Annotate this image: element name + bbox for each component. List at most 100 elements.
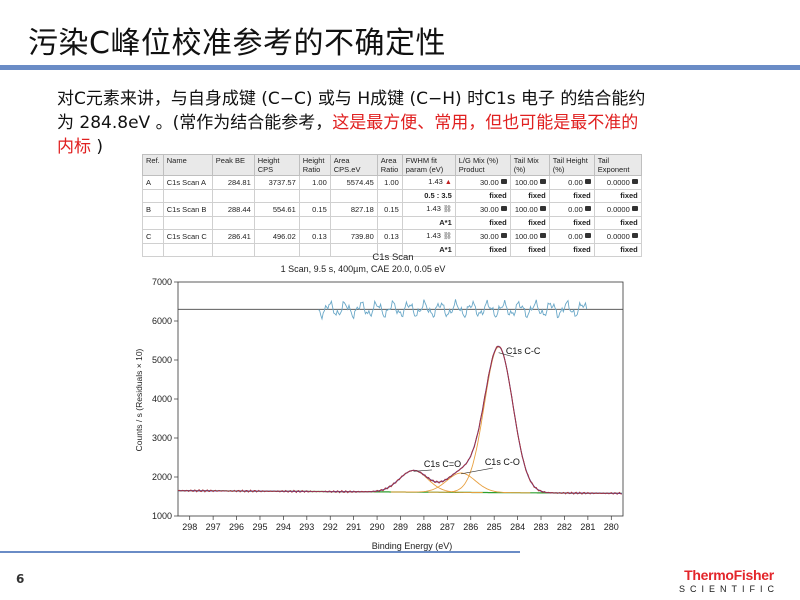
col-header-tail-height: Tail Height (%) bbox=[548, 154, 595, 176]
page-number: 6 bbox=[16, 572, 25, 586]
cell-area bbox=[329, 216, 378, 230]
lock-icon bbox=[500, 233, 507, 239]
slide-title: 污染C峰位校准参考的不确定性 bbox=[28, 26, 446, 61]
intro-text: 对C元素来讲，与自身成键 (C−C) 或与 H成键 (C−H) 时C1s 电子 … bbox=[57, 87, 757, 159]
x-tick-label: 282 bbox=[557, 522, 572, 532]
peak-annotation-label: C1s C-O bbox=[485, 457, 520, 467]
cell-tail-exp-value: 0.0000 bbox=[606, 204, 630, 214]
cell-tail-mix-constraint: fixed bbox=[509, 189, 550, 203]
cell-fwhm-constraint: 0.5 : 3.5 bbox=[401, 189, 456, 203]
cell-tail-height: 0.00 bbox=[548, 229, 595, 244]
intro-line-1: 对C元素来讲，与自身成键 (C−C) 或与 H成键 (C−H) 时C1s 电子 … bbox=[57, 89, 646, 109]
cell-lg-value: 30.00 bbox=[479, 231, 499, 241]
col-header-lg-mix: L/G Mix (%) Product bbox=[454, 154, 511, 176]
cell-ref bbox=[142, 216, 164, 230]
y-tick-label: 3000 bbox=[152, 433, 172, 443]
table-constraint-row[interactable]: 0.5 : 3.5 fixed fixed fixed fixed bbox=[142, 189, 642, 203]
col-header-tail-mix: Tail Mix (%) bbox=[509, 154, 550, 176]
table-row[interactable]: C C1s Scan C 286.41 496.02 0.13 739.80 0… bbox=[142, 229, 642, 244]
table-constraint-row[interactable]: A*1 fixed fixed fixed fixed bbox=[142, 216, 642, 230]
cell-area-ratio: 0.15 bbox=[376, 202, 403, 217]
intro-line-2-highlight: 这是最方便、常用，但也可能是最不准的 bbox=[332, 113, 639, 133]
cell-ref: C bbox=[142, 229, 164, 244]
x-tick-label: 280 bbox=[604, 522, 619, 532]
peak-annotation-leader bbox=[461, 467, 493, 475]
cell-fwhm: 1.43 ▲ bbox=[401, 175, 456, 190]
lock-icon bbox=[539, 206, 546, 212]
cell-fwhm-value: 1.43 bbox=[426, 231, 441, 240]
x-tick-label: 292 bbox=[323, 522, 338, 532]
cell-fwhm: 1.43 ⛓ bbox=[401, 229, 456, 244]
x-tick-label: 291 bbox=[346, 522, 361, 532]
cell-tail-exp-constraint: fixed bbox=[593, 216, 642, 230]
peak-annotation-label: C1s C=O bbox=[424, 459, 461, 469]
cell-tail-height-constraint: fixed bbox=[548, 189, 595, 203]
y-tick-label: 7000 bbox=[152, 277, 172, 287]
lock-icon bbox=[500, 179, 507, 185]
cell-tail-height-value: 0.00 bbox=[568, 177, 583, 187]
y-tick-label: 2000 bbox=[152, 472, 172, 482]
lock-icon bbox=[539, 179, 546, 185]
cell-tail-exp: 0.0000 bbox=[593, 175, 642, 190]
cell-area-ratio bbox=[376, 189, 403, 203]
x-tick-label: 297 bbox=[206, 522, 221, 532]
cell-height-ratio bbox=[298, 216, 331, 230]
cell-tail-height: 0.00 bbox=[548, 175, 595, 190]
cell-fwhm-value: 1.43 bbox=[426, 204, 441, 213]
table-row[interactable]: A C1s Scan A 284.81 3737.57 1.00 5574.45… bbox=[142, 175, 642, 190]
cell-name bbox=[162, 216, 213, 230]
cell-tail-mix-value: 100.00 bbox=[514, 204, 538, 214]
cell-area: 827.18 bbox=[329, 202, 378, 217]
cell-tail-exp-value: 0.0000 bbox=[606, 177, 630, 187]
x-tick-label: 286 bbox=[463, 522, 478, 532]
residual-line bbox=[318, 299, 588, 321]
col-header-area-ratio: Area Ratio bbox=[376, 154, 403, 176]
x-axis-label: Binding Energy (eV) bbox=[372, 541, 453, 551]
x-tick-label: 290 bbox=[370, 522, 385, 532]
cell-lg: 30.00 bbox=[454, 202, 511, 217]
cell-lg-value: 30.00 bbox=[479, 204, 499, 214]
lock-icon bbox=[539, 233, 546, 239]
cell-fwhm-constraint: A*1 bbox=[401, 216, 456, 230]
intro-line-2-normal: 为 284.8eV 。(常作为结合能参考， bbox=[57, 113, 333, 133]
cell-lg: 30.00 bbox=[454, 175, 511, 190]
cell-lg-constraint: fixed bbox=[454, 189, 511, 203]
col-header-name: Name bbox=[162, 154, 213, 176]
x-tick-label: 288 bbox=[416, 522, 431, 532]
lock-icon bbox=[584, 179, 591, 185]
col-header-height: Height CPS bbox=[253, 154, 300, 176]
col-header-area: Area CPS.eV bbox=[329, 154, 378, 176]
peak-annotation-leader bbox=[413, 469, 432, 472]
x-tick-label: 298 bbox=[182, 522, 197, 532]
cell-tail-mix: 100.00 bbox=[509, 202, 550, 217]
y-tick-label: 4000 bbox=[152, 394, 172, 404]
cell-lg: 30.00 bbox=[454, 229, 511, 244]
plot-frame bbox=[177, 281, 624, 517]
xps-c1s-spectrum-chart: C1s Scan 1 Scan, 9.5 s, 400µm, CAE 20.0,… bbox=[134, 252, 624, 551]
cell-tail-exp-value: 0.0000 bbox=[606, 231, 630, 241]
table-constraint-row[interactable]: A*1 fixed fixed fixed fixed bbox=[142, 243, 642, 257]
cell-height bbox=[253, 189, 300, 203]
cell-height: 3737.57 bbox=[253, 175, 300, 190]
cell-fwhm-constraint: A*1 bbox=[401, 243, 456, 257]
y-tick-label: 6000 bbox=[152, 316, 172, 326]
cell-tail-mix-constraint: fixed bbox=[509, 216, 550, 230]
cell-name: C1s Scan A bbox=[162, 175, 213, 190]
cell-peak-be: 284.81 bbox=[211, 175, 255, 190]
x-tick-label: 287 bbox=[440, 522, 455, 532]
intro-line-3-highlight: 内标 bbox=[57, 137, 91, 157]
link-icon: ⛓ bbox=[442, 206, 452, 213]
cell-name bbox=[162, 189, 213, 203]
table-row[interactable]: B C1s Scan B 288.44 554.61 0.15 827.18 0… bbox=[142, 202, 642, 217]
cell-height-ratio: 1.00 bbox=[298, 175, 331, 190]
cell-tail-exp-constraint: fixed bbox=[593, 243, 642, 257]
cell-name: C1s Scan C bbox=[162, 229, 213, 244]
intro-line-3-end: ) bbox=[91, 137, 104, 157]
col-header-tail-exponent: Tail Exponent bbox=[593, 154, 642, 176]
cell-peak-be bbox=[211, 216, 255, 230]
cell-area-ratio: 1.00 bbox=[376, 175, 403, 190]
brand-logo-line1: ThermoFisher bbox=[684, 567, 774, 583]
title-divider bbox=[0, 65, 800, 70]
lock-icon bbox=[631, 233, 638, 239]
col-header-ref: Ref. bbox=[142, 154, 164, 176]
